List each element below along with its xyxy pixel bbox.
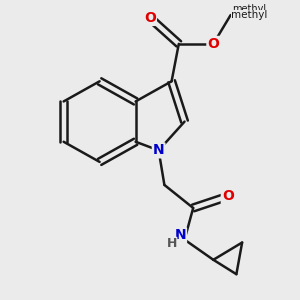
Text: O: O bbox=[144, 11, 156, 25]
Text: O: O bbox=[207, 37, 219, 51]
Text: methyl: methyl bbox=[231, 10, 267, 20]
Text: H: H bbox=[167, 238, 177, 250]
Text: N: N bbox=[174, 228, 186, 242]
Text: O: O bbox=[222, 190, 234, 203]
Text: methyl: methyl bbox=[232, 4, 266, 14]
Text: N: N bbox=[153, 143, 164, 158]
